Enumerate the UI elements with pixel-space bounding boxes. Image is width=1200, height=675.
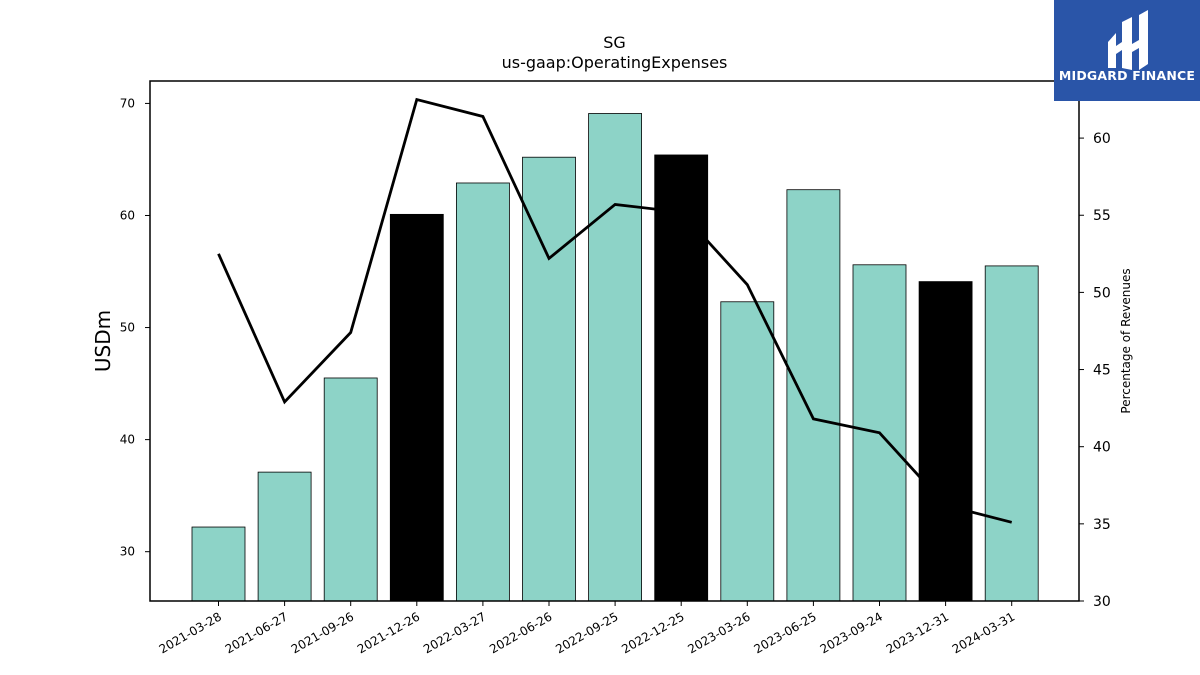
x-tick-label: 2022-12-25	[619, 609, 686, 656]
bar	[720, 301, 775, 602]
x-tick-label: 2022-09-25	[553, 609, 620, 656]
y2-axis-label: Percentage of Revenues	[1119, 268, 1133, 413]
y2-tick-label: 40	[1093, 440, 1111, 456]
bar	[786, 189, 841, 602]
bar	[389, 213, 444, 602]
midgard-finance-logo: MIDGARD FINANCE	[1054, 0, 1200, 101]
y2-tick-label: 50	[1093, 285, 1111, 301]
y2-tick-label: 35	[1093, 517, 1111, 533]
x-tick-label: 2023-03-26	[685, 609, 752, 656]
bar	[588, 113, 642, 602]
chart-title: SG	[603, 33, 626, 52]
bar	[257, 471, 312, 602]
bar	[323, 377, 378, 602]
bar	[918, 281, 973, 602]
logo-mark-icon	[1108, 10, 1148, 70]
plot-frame	[149, 80, 1080, 602]
x-tick-label: 2021-03-28	[157, 609, 224, 656]
bar	[654, 154, 709, 602]
y-tick-label: 30	[120, 545, 135, 559]
x-tick-label: 2023-12-31	[884, 609, 951, 656]
line-layer	[217, 97, 1013, 524]
y2-tick-label: 55	[1093, 208, 1111, 224]
x-tick-label: 2024-03-31	[950, 609, 1017, 656]
y-tick-label: 40	[120, 433, 135, 447]
x-tick-label: 2021-06-27	[223, 609, 290, 656]
y2-tick-label: 30	[1093, 594, 1111, 610]
x-tick-label: 2022-03-27	[421, 609, 488, 656]
y-tick-label: 60	[120, 208, 135, 222]
bar	[455, 182, 510, 602]
logo-text: MIDGARD FINANCE	[1058, 68, 1196, 83]
y-axis-label: USDm	[91, 310, 115, 372]
y-tick-label: 70	[120, 96, 135, 110]
y-tick-label: 50	[120, 321, 135, 335]
bar	[191, 526, 246, 602]
x-tick-label: 2021-09-26	[289, 609, 356, 656]
x-tick-label: 2022-06-26	[487, 609, 554, 656]
x-tick-label: 2023-06-25	[751, 609, 818, 656]
line-series	[217, 97, 1013, 524]
x-tick-label: 2023-09-24	[818, 609, 885, 656]
bar	[522, 156, 576, 602]
y2-tick-label: 60	[1093, 131, 1111, 147]
x-tick-label: 2021-12-26	[355, 609, 422, 656]
bars-layer	[191, 113, 1039, 602]
bar	[984, 265, 1039, 602]
y2-tick-label: 45	[1093, 363, 1111, 379]
chart-subtitle: us-gaap:OperatingExpenses	[502, 53, 728, 72]
